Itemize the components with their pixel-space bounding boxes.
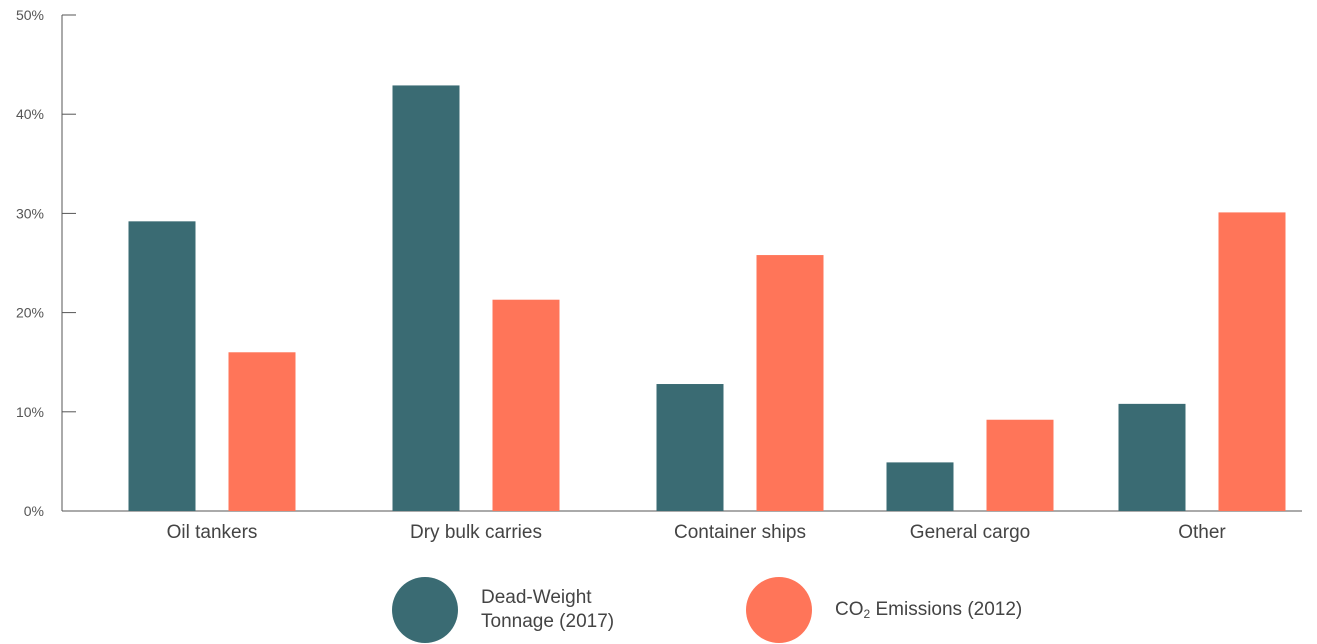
bar-dwt xyxy=(1118,403,1186,511)
bar-co2 xyxy=(986,419,1054,511)
bar-dwt xyxy=(886,462,954,511)
category-label: Dry bulk carries xyxy=(410,522,542,543)
category-label: General cargo xyxy=(910,522,1030,543)
bar-co2 xyxy=(228,352,296,511)
y-tick-label: 50% xyxy=(16,7,44,23)
bar-co2 xyxy=(492,299,560,511)
category-label: Container ships xyxy=(674,522,806,543)
bar-dwt xyxy=(656,384,724,511)
y-ticks: 0% 10% 20% 30% 40% 50% xyxy=(16,7,76,519)
bars xyxy=(128,85,1286,511)
category-labels: Oil tankers Dry bulk carries Container shi… xyxy=(167,522,1227,543)
bar-co2 xyxy=(1218,212,1286,511)
y-tick-label: 40% xyxy=(16,106,44,122)
bar-co2 xyxy=(756,255,824,511)
bar-dwt xyxy=(128,221,196,511)
category-label: Other xyxy=(1178,522,1226,543)
y-tick-label: 10% xyxy=(16,404,44,420)
y-tick-label: 30% xyxy=(16,205,44,221)
category-label: Oil tankers xyxy=(167,522,258,543)
y-tick-label: 0% xyxy=(24,503,44,519)
bar-dwt xyxy=(392,85,460,511)
y-tick-label: 20% xyxy=(16,305,44,321)
